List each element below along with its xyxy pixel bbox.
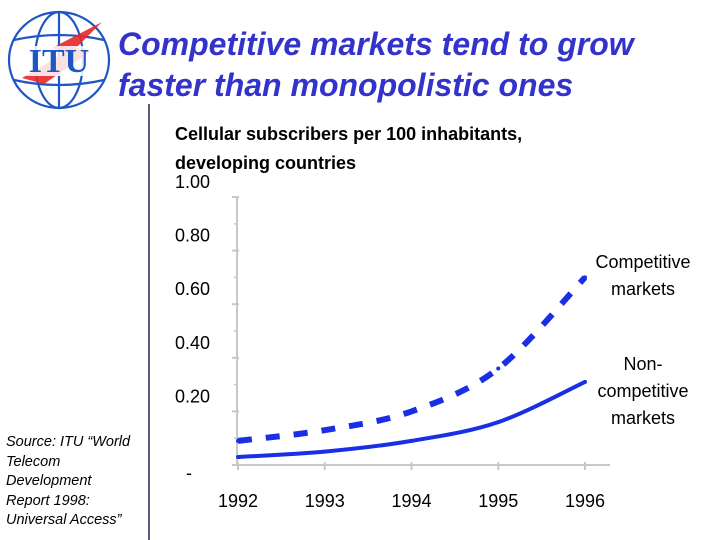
x-tick-label: 1992 (218, 491, 258, 511)
source-line-5: Universal Access” (6, 512, 122, 528)
data-point (496, 366, 501, 371)
series-label-competitive: markets (611, 279, 675, 299)
x-tick-label: 1996 (565, 491, 605, 511)
series-line-competitive (237, 275, 588, 444)
logo-text: ITU (29, 43, 89, 80)
data-point (496, 420, 501, 425)
series-line-non-competitive (237, 380, 586, 459)
data-point (322, 428, 327, 433)
series-label-competitive: Competitive (595, 252, 690, 272)
source-line-1: Source: ITU “World (6, 434, 131, 450)
x-tick-label: 1994 (391, 491, 431, 511)
x-tick-label: 1993 (305, 491, 345, 511)
series-label-non-competitive: markets (611, 408, 675, 428)
series-label-non-competitive: Non- (623, 354, 662, 374)
source-line-3: Development (6, 473, 92, 489)
title-line-1: Competitive markets tend to grow (118, 26, 634, 62)
source-note: Source: ITU “World Telecom Development R… (6, 433, 156, 531)
data-point (409, 409, 414, 414)
data-point (236, 438, 240, 443)
data-point (236, 454, 240, 459)
line-chart: Cellular subscribers per 100 inhabitants… (175, 124, 691, 511)
title-line-2: faster than monopolistic ones (118, 67, 574, 103)
data-point (583, 379, 587, 384)
x-tick-label: 1995 (478, 491, 518, 511)
source-line-2: Telecom (6, 453, 61, 470)
chart-title-line-1: Cellular subscribers per 100 inhabitants… (175, 124, 522, 144)
chart-panel: Cellular subscribers per 100 inhabitants… (148, 104, 720, 540)
data-point (409, 438, 414, 443)
data-point (322, 449, 327, 454)
y-tick-label: - (186, 463, 192, 483)
y-tick-label: 1.00 (175, 172, 210, 192)
itu-logo: ITU (4, 8, 114, 112)
y-tick-label: 0.40 (175, 333, 210, 353)
slide-title: Competitive markets tend to grow faster … (118, 24, 718, 106)
y-tick-label: 0.60 (175, 279, 210, 299)
data-point (583, 275, 587, 280)
chart-title-line-2: developing countries (175, 153, 356, 173)
series-label-non-competitive: competitive (597, 381, 688, 401)
y-tick-label: 0.20 (175, 386, 210, 406)
y-tick-label: 0.80 (175, 226, 210, 246)
source-line-4: Report 1998: (6, 492, 90, 509)
